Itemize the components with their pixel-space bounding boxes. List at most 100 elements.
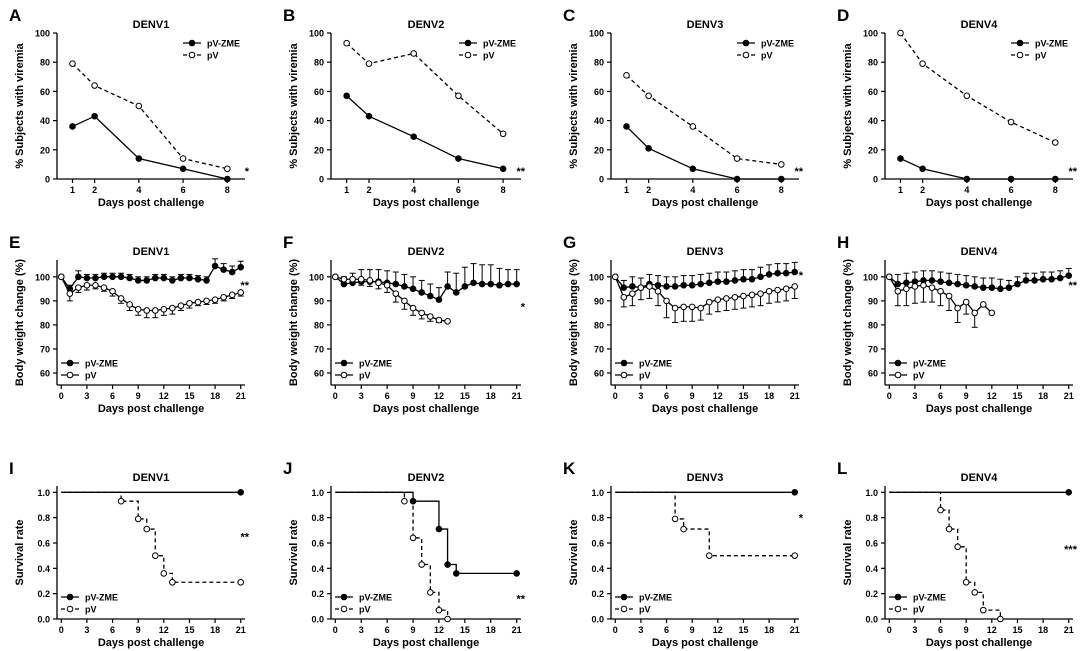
y-tick-label: 0.2	[37, 589, 50, 599]
data-point	[620, 284, 628, 291]
data-point	[455, 155, 462, 162]
series-pv-zme	[623, 123, 785, 183]
data-point	[487, 280, 495, 288]
data-point	[1052, 139, 1059, 146]
data-point	[91, 82, 98, 89]
y-tick-label: 90	[314, 296, 324, 306]
series-pv	[332, 273, 451, 325]
data-point	[611, 273, 619, 281]
legend-label: pV-ZME	[359, 359, 392, 369]
data-point	[1014, 280, 1021, 288]
data-point	[237, 578, 245, 586]
panel-title: DENV2	[408, 472, 445, 484]
data-point	[937, 506, 944, 514]
data-point	[151, 274, 159, 282]
x-tick-label: 12	[987, 391, 997, 401]
data-point	[885, 273, 893, 281]
legend: pV-ZME pV	[335, 359, 392, 381]
data-point	[1048, 275, 1055, 283]
data-point	[988, 284, 996, 291]
legend-marker	[340, 371, 348, 379]
data-point	[220, 266, 227, 273]
panel-letter: J	[283, 459, 292, 478]
data-point	[100, 284, 108, 291]
x-tick-label: 4	[136, 185, 141, 195]
y-tick-label: 0.2	[591, 589, 604, 599]
y-tick-label: 0	[319, 175, 324, 185]
x-tick-label: 18	[1038, 625, 1048, 635]
x-tick-label: 2	[646, 185, 651, 195]
significance-marker: *	[799, 512, 804, 524]
x-tick-label: 3	[84, 391, 89, 401]
data-point	[654, 287, 662, 295]
data-point	[971, 309, 979, 317]
y-tick-label: 0.4	[311, 564, 324, 574]
data-point	[383, 281, 391, 289]
y-tick-label: 80	[868, 58, 878, 68]
significance-marker: *	[245, 166, 250, 178]
x-tick-label: 21	[1064, 391, 1074, 401]
x-tick-label: 12	[434, 625, 444, 635]
data-point	[186, 299, 193, 307]
legend: pV-ZME pV	[459, 39, 516, 61]
data-point	[774, 286, 781, 294]
y-axis-label: Survival rate	[568, 519, 580, 585]
data-point	[714, 296, 722, 303]
series-line	[60, 265, 242, 290]
data-point	[937, 278, 944, 285]
data-point	[765, 271, 773, 278]
series-pv-zme	[889, 489, 1073, 496]
x-axis-label: Days post challenge	[652, 403, 758, 415]
legend-marker	[340, 593, 348, 601]
data-point	[186, 274, 193, 282]
panel-letter: L	[837, 459, 847, 478]
data-point	[654, 281, 662, 289]
data-point	[954, 543, 961, 551]
legend-label: pV	[1035, 51, 1047, 61]
panel-title: DENV1	[133, 19, 170, 31]
series-line	[614, 271, 795, 289]
legend-label: pV-ZME	[85, 359, 118, 369]
y-tick-label: 0.6	[311, 539, 324, 549]
x-tick-label: 0	[613, 625, 618, 635]
x-tick-label: 15	[460, 391, 470, 401]
data-point	[928, 284, 936, 291]
y-axis-label: Survival rate	[288, 519, 300, 585]
y-tick-label: 80	[314, 320, 324, 330]
legend: pV-ZME pV	[889, 359, 946, 381]
data-point	[427, 292, 434, 300]
x-tick-label: 9	[690, 391, 695, 401]
data-point	[645, 145, 652, 152]
x-axis-label: Days post challenge	[926, 197, 1032, 209]
data-point	[435, 525, 443, 533]
x-tick-label: 12	[987, 625, 997, 635]
x-tick-label: 12	[159, 391, 169, 401]
x-tick-label: 18	[486, 625, 496, 635]
y-axis-label: Body weight change (%)	[842, 259, 854, 386]
panel-i: I DENV1 0.0 0.2 0.4 0.6 0.8 1.0 0 3 6 9 12 15 18 21 Days…	[9, 459, 250, 649]
data-point	[444, 317, 451, 325]
significance-marker: *	[799, 270, 804, 282]
y-tick-label: 0.4	[865, 564, 878, 574]
data-point	[135, 102, 143, 110]
data-point	[945, 279, 953, 287]
y-tick-label: 100	[863, 29, 878, 39]
data-point	[194, 298, 202, 306]
legend-label: pV-ZME	[761, 39, 794, 49]
panel-l: L DENV4 0.0 0.2 0.4 0.6 0.8 1.0 0 3 6 9 12 15 18 21 Days…	[837, 459, 1078, 649]
legend-marker	[620, 593, 628, 601]
y-tick-label: 0.2	[865, 589, 878, 599]
legend: pV-ZME pV	[61, 593, 118, 615]
legend-marker	[894, 359, 902, 367]
data-point	[689, 123, 697, 130]
y-axis-label: % Subjects with viremia	[288, 42, 300, 168]
data-point	[671, 304, 679, 312]
y-axis-label: % Subjects with viremia	[568, 42, 580, 168]
panel-j: J DENV2 0.0 0.2 0.4 0.6 0.8 1.0 0 3 6 9 12 15 18 21 Days…	[283, 459, 526, 649]
data-point	[894, 280, 902, 288]
legend-label: pV-ZME	[359, 593, 392, 603]
data-point	[343, 92, 350, 100]
panel-d: D DENV4 0 20 40 60 80 100 1 2 4 6 8 Days post challen…	[837, 6, 1078, 209]
data-point	[757, 273, 764, 281]
data-point	[688, 281, 696, 289]
